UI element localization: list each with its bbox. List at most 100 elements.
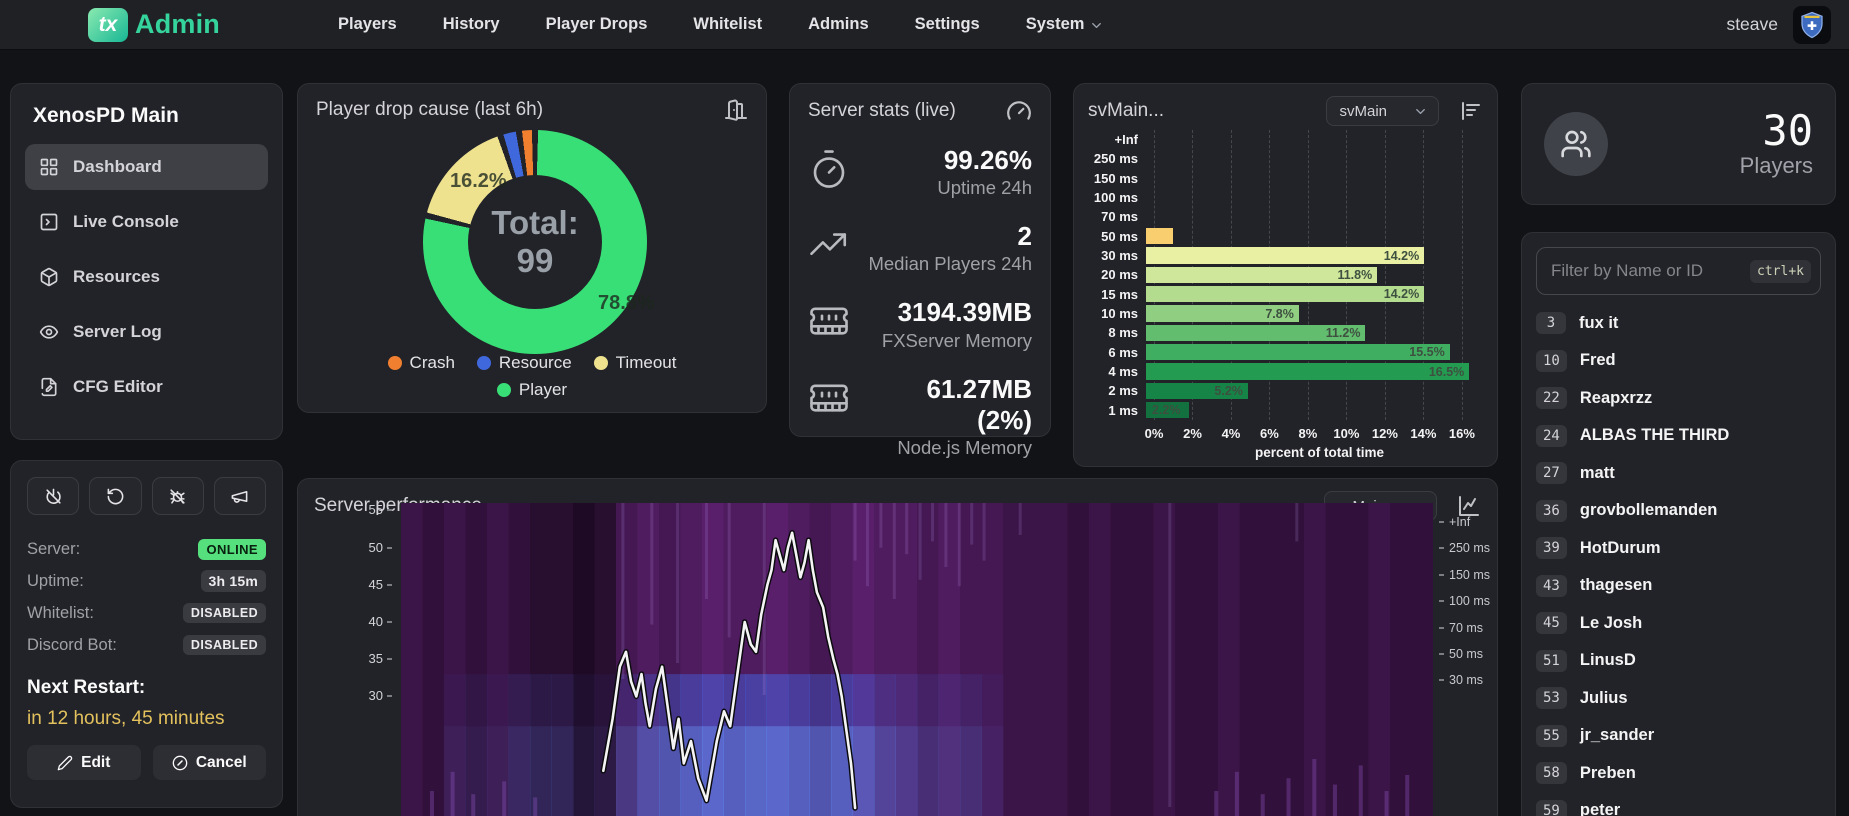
thread-select[interactable]: svMain xyxy=(1326,96,1439,126)
player-id-badge: 27 xyxy=(1536,462,1567,485)
player-row[interactable]: 53 Julius xyxy=(1536,683,1821,714)
player-row[interactable]: 24 ALBAS THE THIRD xyxy=(1536,421,1821,452)
door-open-icon xyxy=(724,98,748,122)
histogram-x-axis: 0% 2% 4% 6% 8% 10% 12% 14% 16% xyxy=(1145,426,1485,442)
histogram-y-tick: 150 ms xyxy=(1093,170,1138,186)
histogram-row: 30 ms 14.2% xyxy=(1088,246,1483,265)
status-badge: DISABLED xyxy=(182,635,266,655)
player-row[interactable]: 27 matt xyxy=(1536,458,1821,489)
gauge-icon xyxy=(1007,101,1031,120)
bars-horizontal-icon xyxy=(1462,102,1480,120)
players-count: 30 xyxy=(1762,105,1813,155)
performance-right-tick: +Inf xyxy=(1439,515,1470,529)
nav-item-whitelist[interactable]: Whitelist xyxy=(693,15,762,34)
status-row: Server: ONLINE xyxy=(27,533,266,565)
player-row[interactable]: 45 Le Josh xyxy=(1536,608,1821,639)
stat-sublabel: Uptime 24h xyxy=(937,177,1032,199)
histogram-bar-value: 11.2% xyxy=(1325,325,1361,340)
stat-row: 2 Median Players 24h xyxy=(808,221,1032,276)
histogram-bar-value: 5.2% xyxy=(1214,383,1243,398)
player-id-badge: 53 xyxy=(1536,687,1567,710)
player-id-badge: 51 xyxy=(1536,649,1567,672)
nav-item-label: History xyxy=(442,15,500,33)
status-label: Uptime: xyxy=(27,571,84,590)
histogram-bar-value: 11.8% xyxy=(1337,267,1373,282)
player-slice-label: 78.8% xyxy=(598,292,655,314)
performance-y-tick: 55 xyxy=(356,502,392,517)
player-id-badge: 58 xyxy=(1536,762,1567,785)
next-restart-value: in 12 hours, 45 minutes xyxy=(27,708,225,729)
stat-value: 3194.39MB xyxy=(897,297,1032,328)
debug-button[interactable] xyxy=(151,477,204,515)
nav-item-history[interactable]: History xyxy=(443,15,500,34)
sidebar-item-server-log[interactable]: Server Log xyxy=(25,309,268,355)
txadmin-logo-icon: tx xyxy=(88,7,128,42)
player-row[interactable]: 51 LinusD xyxy=(1536,646,1821,677)
sidebar-item-resources[interactable]: Resources xyxy=(25,254,268,300)
sidebar-item-label: Live Console xyxy=(73,212,179,231)
announce-button[interactable] xyxy=(213,477,266,515)
players-count-panel: 30 Players xyxy=(1521,83,1836,205)
histogram-y-tick: 15 ms xyxy=(1101,286,1138,302)
nav-item-system[interactable]: System xyxy=(1026,15,1105,34)
player-row[interactable]: 36 grovbollemanden xyxy=(1536,496,1821,527)
bug-slash-icon xyxy=(170,488,185,504)
stat-sublabel: Node.js Memory xyxy=(897,437,1032,459)
player-filter-input[interactable] xyxy=(1551,261,1743,281)
sidebar-item-live-console[interactable]: Live Console xyxy=(25,199,268,245)
edit-restart-button[interactable]: Edit xyxy=(27,745,141,780)
status-label: Discord Bot: xyxy=(27,635,117,654)
sidebar-item-cfg-editor[interactable]: CFG Editor xyxy=(25,364,268,410)
player-row[interactable]: 39 HotDurum xyxy=(1536,533,1821,564)
histogram-row: 2 ms 5.2% xyxy=(1088,381,1483,400)
sidebar-item-dashboard[interactable]: Dashboard xyxy=(25,144,268,190)
player-row[interactable]: 43 thagesen xyxy=(1536,571,1821,602)
nav-item-label: Admins xyxy=(808,15,869,33)
histogram-row: 20 ms 11.8% xyxy=(1088,265,1483,284)
stat-value: 61.27MB xyxy=(926,373,1033,404)
player-row[interactable]: 59 peter xyxy=(1536,796,1821,816)
server-control-buttons xyxy=(27,477,266,515)
bar-chart-icon xyxy=(1459,99,1483,123)
terminal-icon xyxy=(40,213,58,231)
stopwatch-icon xyxy=(813,150,845,188)
restart-icon xyxy=(107,488,124,504)
histogram-bar xyxy=(1146,344,1450,361)
player-id-badge: 24 xyxy=(1536,424,1567,447)
chevron-down-icon xyxy=(1416,108,1425,114)
nav-item-settings[interactable]: Settings xyxy=(915,15,980,34)
histogram-x-tick: 14% xyxy=(1410,426,1437,441)
histogram-bar-value: 14.2% xyxy=(1383,287,1420,302)
player-row[interactable]: 22 Reapxrzz xyxy=(1536,383,1821,414)
player-list-panel: ctrl+k 3 fux it 10 Fred 22 Reapxrzz 24 ALBAS TH… xyxy=(1521,232,1836,816)
sidebar-item-label: Server Log xyxy=(73,322,162,341)
player-row[interactable]: 55 jr_sander xyxy=(1536,721,1821,752)
nav-item-player-drops[interactable]: Player Drops xyxy=(546,15,648,34)
status-row: Discord Bot: DISABLED xyxy=(27,629,266,661)
histogram-y-tick: 4 ms xyxy=(1108,364,1138,380)
histogram-bar xyxy=(1146,286,1425,303)
trending-up-icon xyxy=(810,233,847,256)
server-crest-icon xyxy=(1801,11,1823,38)
player-row[interactable]: 3 fux it xyxy=(1536,308,1821,339)
txadmin-logo[interactable]: tx Admin xyxy=(88,7,220,42)
stat-row: 61.27MB (2%) Node.js Memory xyxy=(808,374,1032,460)
cancel-restart-button[interactable]: Cancel xyxy=(152,745,266,780)
nav-item-admins[interactable]: Admins xyxy=(808,15,869,34)
performance-y-tick: 40 xyxy=(356,614,392,629)
stop-server-button[interactable] xyxy=(27,477,80,515)
player-row[interactable]: 10 Fred xyxy=(1536,346,1821,377)
users-icon xyxy=(1561,130,1591,158)
nav-item-players[interactable]: Players xyxy=(338,15,397,34)
histogram-bar xyxy=(1146,305,1299,322)
histogram-bar-value: 15.5% xyxy=(1409,345,1445,360)
nav-user-area[interactable]: steave xyxy=(1726,5,1831,44)
player-row[interactable]: 58 Preben xyxy=(1536,758,1821,789)
performance-y-tick: 30 xyxy=(356,688,392,703)
restart-server-button[interactable] xyxy=(89,477,142,515)
histogram-x-tick: 0% xyxy=(1144,426,1164,441)
drop-cause-title: Player drop cause (last 6h) xyxy=(316,99,544,120)
avatar[interactable] xyxy=(1793,5,1831,44)
